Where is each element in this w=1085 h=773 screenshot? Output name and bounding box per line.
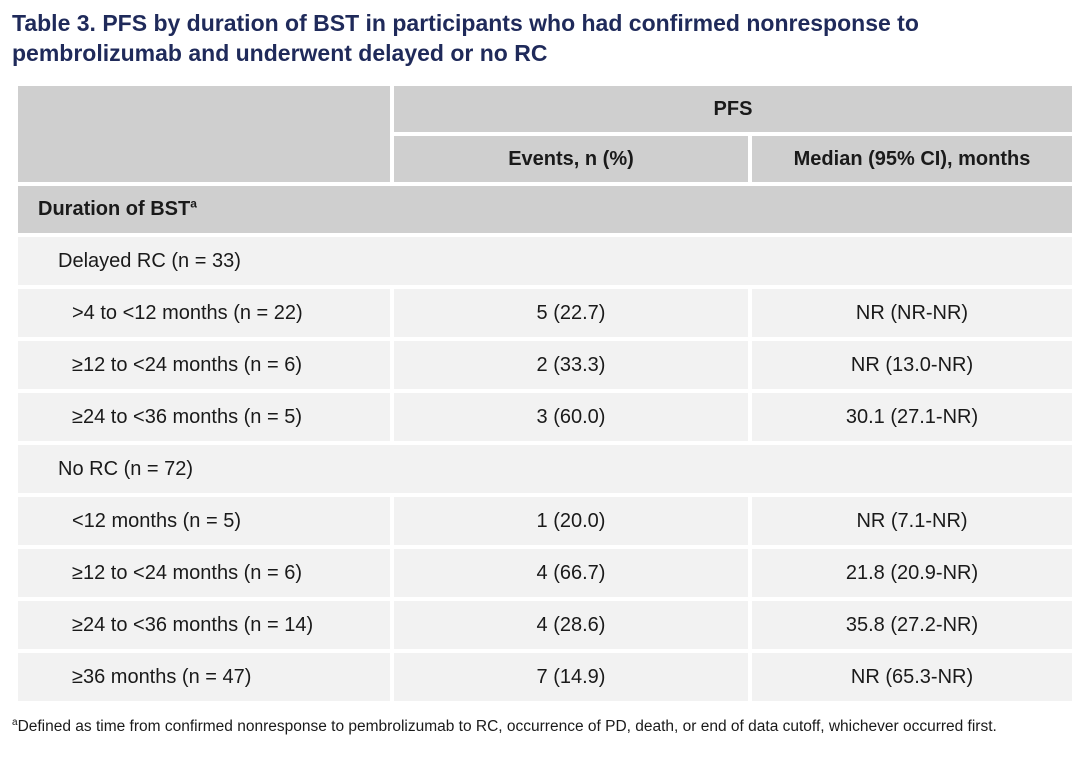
header-row-1: PFS (18, 86, 1072, 182)
footnote-marker: a (12, 716, 18, 728)
row-median: NR (NR-NR) (752, 289, 1072, 337)
row-events: 7 (14.9) (394, 653, 748, 701)
section-duration-of-bst: Duration of BSTa (18, 186, 1072, 233)
table-row: ≥24 to <36 months (n = 5) 3 (60.0) 30.1 … (18, 393, 1072, 441)
row-events: 5 (22.7) (394, 289, 748, 337)
row-median: 30.1 (27.1-NR) (752, 393, 1072, 441)
header-pfs: PFS (394, 86, 1072, 132)
row-label: ≥12 to <24 months (n = 6) (18, 549, 390, 597)
row-label: ≥24 to <36 months (n = 5) (18, 393, 390, 441)
row-median: NR (7.1-NR) (752, 497, 1072, 545)
row-events: 3 (60.0) (394, 393, 748, 441)
table-row: ≥12 to <24 months (n = 6) 2 (33.3) NR (1… (18, 341, 1072, 389)
row-label: ≥36 months (n = 47) (18, 653, 390, 701)
section-footnote-marker: a (190, 196, 197, 211)
table-row: ≥12 to <24 months (n = 6) 4 (66.7) 21.8 … (18, 549, 1072, 597)
table-row: <12 months (n = 5) 1 (20.0) NR (7.1-NR) (18, 497, 1072, 545)
footnote-text: Defined as time from confirmed nonrespon… (17, 718, 997, 735)
row-events: 4 (28.6) (394, 601, 748, 649)
row-label: >4 to <12 months (n = 22) (18, 289, 390, 337)
section-label: Duration of BST (38, 198, 191, 220)
row-median: NR (13.0-NR) (752, 341, 1072, 389)
group-row: Delayed RC (n = 33) (18, 237, 1072, 285)
pfs-table: PFS Events, n (%) Median (95% CI), month… (14, 82, 1076, 705)
group-label: Delayed RC (n = 33) (18, 237, 1072, 285)
table-title: Table 3. PFS by duration of BST in parti… (12, 10, 919, 66)
row-label: <12 months (n = 5) (18, 497, 390, 545)
table-row: >4 to <12 months (n = 22) 5 (22.7) NR (N… (18, 289, 1072, 337)
table-row: ≥36 months (n = 47) 7 (14.9) NR (65.3-NR… (18, 653, 1072, 701)
group-row: No RC (n = 72) (18, 445, 1072, 493)
header-blank-cell (18, 86, 390, 182)
section-row: Duration of BSTa (18, 186, 1072, 233)
header-row-2: Events, n (%) Median (95% CI), months (18, 136, 1072, 182)
row-events: 4 (66.7) (394, 549, 748, 597)
row-median: NR (65.3-NR) (752, 653, 1072, 701)
row-median: 35.8 (27.2-NR) (752, 601, 1072, 649)
group-label: No RC (n = 72) (18, 445, 1072, 493)
footnote: aDefined as time from confirmed nonrespo… (12, 716, 1080, 737)
row-events: 2 (33.3) (394, 341, 748, 389)
row-events: 1 (20.0) (394, 497, 748, 545)
table-row: ≥24 to <36 months (n = 14) 4 (28.6) 35.8… (18, 601, 1072, 649)
header-events: Events, n (%) (394, 136, 748, 182)
row-label: ≥12 to <24 months (n = 6) (18, 341, 390, 389)
row-median: 21.8 (20.9-NR) (752, 549, 1072, 597)
header-median: Median (95% CI), months (752, 136, 1072, 182)
row-label: ≥24 to <36 months (n = 14) (18, 601, 390, 649)
